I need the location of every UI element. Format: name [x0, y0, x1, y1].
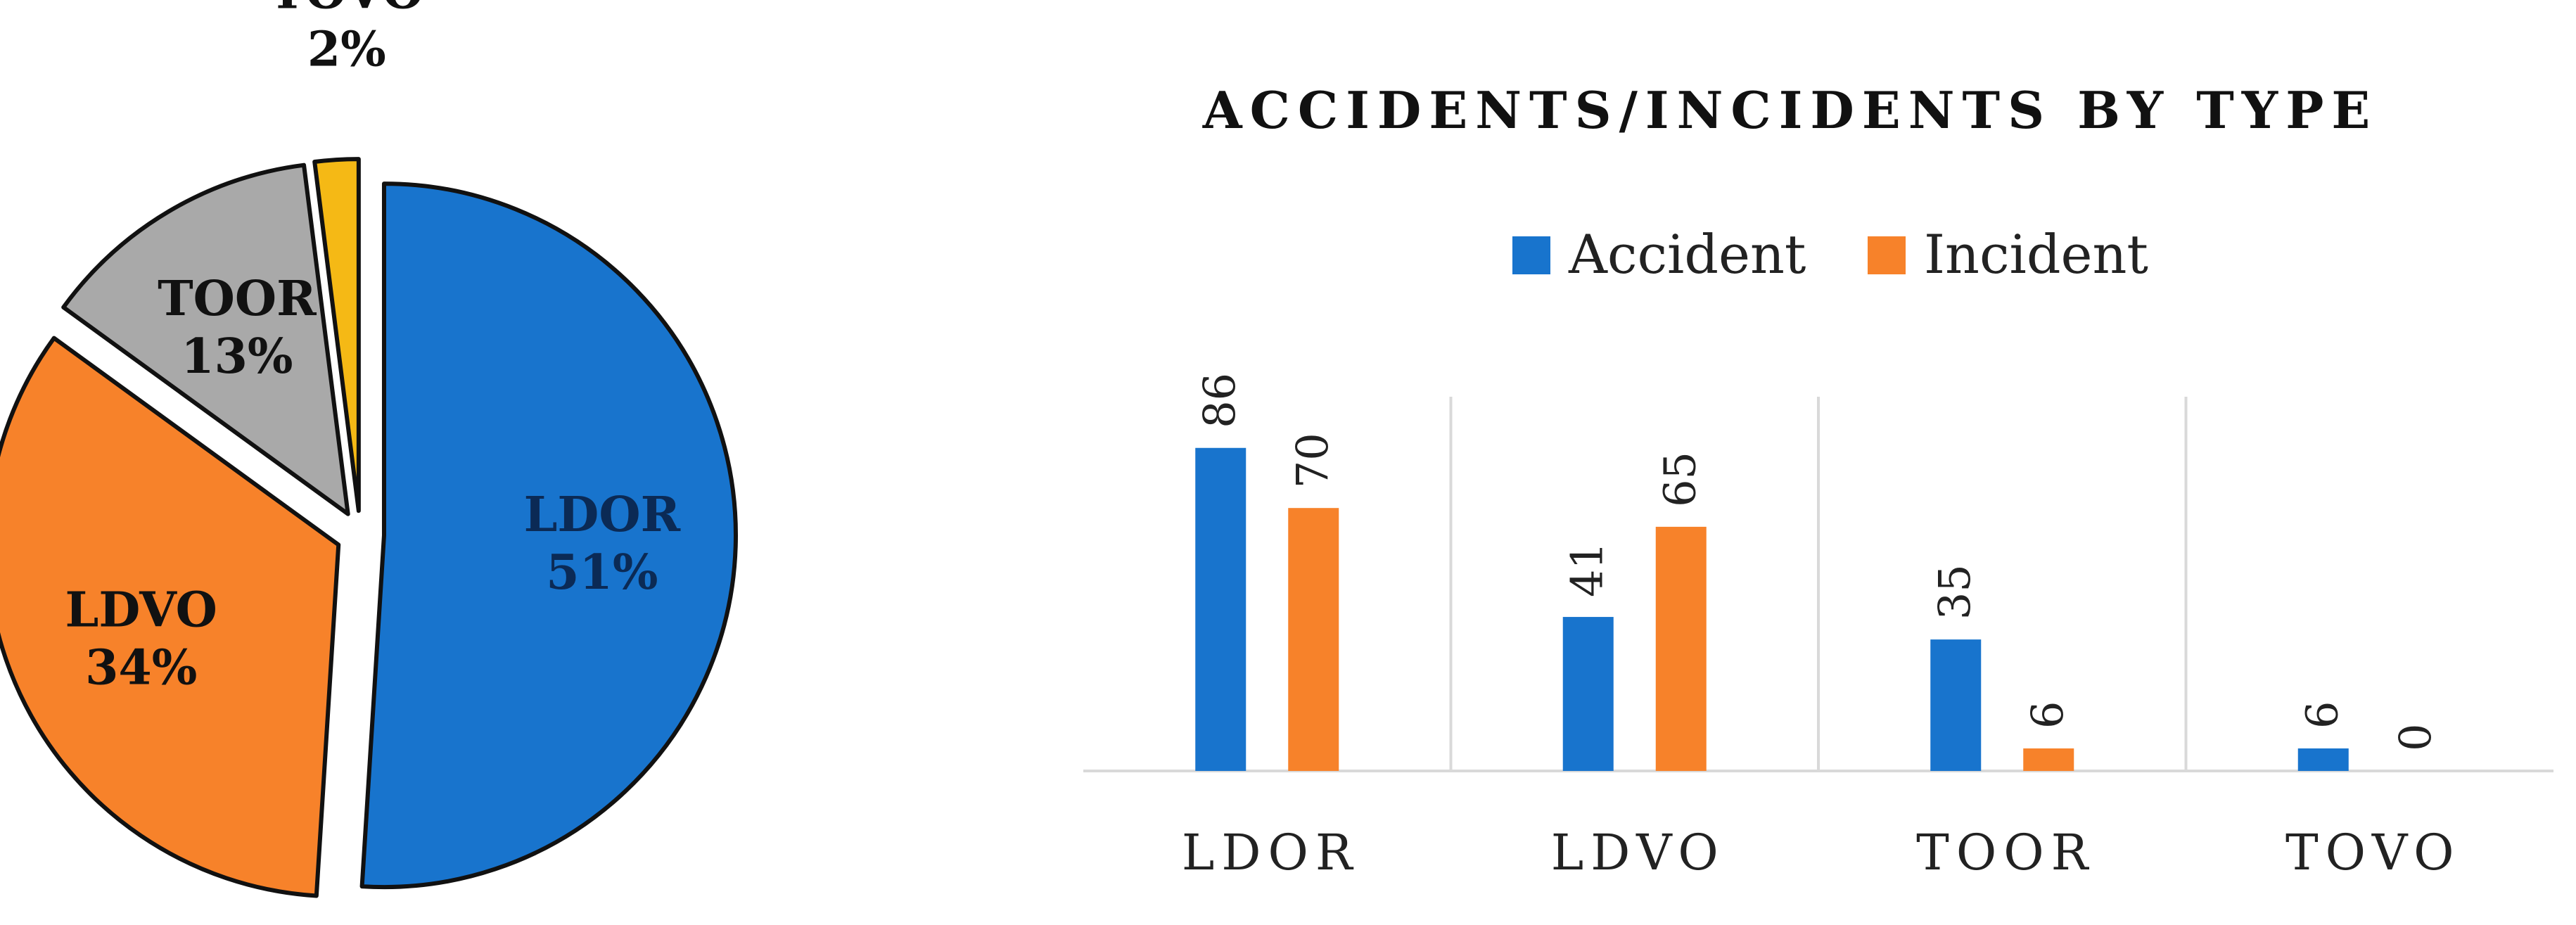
x-tick-label-toor: TOOR: [1916, 824, 2095, 881]
pie-label-ldor: LDOR: [524, 487, 681, 543]
pie-label-ldvo: LDVO: [65, 582, 217, 638]
bar-incident-ldvo: [1655, 526, 1707, 771]
value-label-accident-ldor: 86: [1194, 373, 1245, 428]
bar-accident-tovo: [2297, 748, 2349, 771]
value-label-incident-ldvo: 65: [1654, 452, 1706, 507]
pie-slice-toor: [61, 162, 350, 516]
bar-chart-legend: Accident Incident: [1512, 223, 2148, 286]
pie-slice-tovo: [312, 157, 361, 513]
value-label-accident-toor: 35: [1929, 564, 1980, 620]
x-tick-label-ldvo: LDVO: [1551, 824, 1726, 881]
bar-accident-ldor: [1195, 447, 1246, 771]
pie-label-toor: TOOR: [158, 271, 317, 327]
value-label-accident-ldvo: 41: [1562, 542, 1613, 597]
bar-chart-title: ACCIDENTS/INCIDENTS BY TYPE: [1202, 80, 2378, 140]
legend-label-accident: Accident: [1568, 223, 1806, 286]
legend-swatch-accident: [1512, 236, 1550, 274]
pie-percent-tovo: 2%: [307, 21, 386, 77]
value-label-accident-tovo: 6: [2297, 701, 2348, 729]
bar-incident-ldor: [1288, 508, 1339, 771]
legend-label-incident: Incident: [1924, 223, 2148, 286]
pie-slice-ldvo: [0, 336, 341, 898]
pie-percent-toor: 13%: [181, 328, 293, 385]
pie-slice-ldor: [359, 181, 738, 890]
x-tick-label-tovo: TOVO: [2285, 824, 2461, 881]
bar-accident-ldvo: [1562, 617, 1614, 771]
pie-percent-ldvo: 34%: [85, 639, 197, 696]
bar-chart: 86 70 LDOR 41 65 LDVO 35 6 TOOR 6 0 TOVO: [1083, 373, 2553, 881]
bar-incident-toor: [2023, 748, 2074, 771]
value-label-incident-tovo: 0: [2390, 724, 2441, 751]
value-label-incident-toor: 6: [2022, 701, 2073, 729]
bar-accident-toor: [1930, 639, 1982, 771]
legend-swatch-incident: [1868, 236, 1906, 274]
pie-label-tovo: TOVO: [269, 0, 423, 20]
x-tick-label-ldor: LDOR: [1182, 824, 1360, 881]
pie-percent-ldor: 51%: [546, 544, 658, 601]
value-label-incident-ldor: 70: [1287, 433, 1338, 488]
